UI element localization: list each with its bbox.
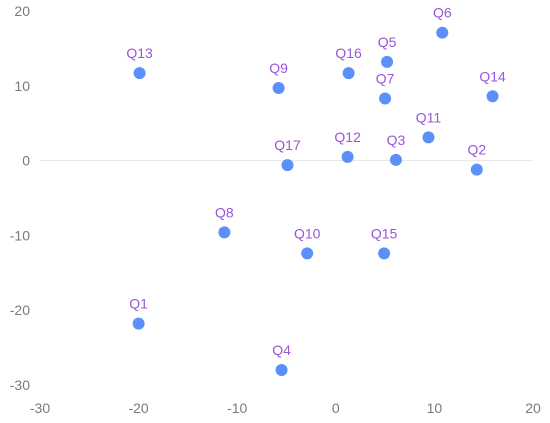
y-tick-label: -30 bbox=[10, 377, 30, 393]
data-point-group: Q13 bbox=[126, 45, 153, 80]
x-tick-label: 20 bbox=[525, 400, 541, 416]
data-point-label: Q10 bbox=[294, 225, 321, 241]
data-point[interactable] bbox=[379, 92, 392, 105]
data-point[interactable] bbox=[281, 159, 294, 172]
data-point-label: Q11 bbox=[416, 109, 442, 125]
data-point-label: Q1 bbox=[129, 296, 148, 312]
data-point-label: Q2 bbox=[467, 142, 486, 158]
y-tick-label: -10 bbox=[10, 227, 30, 243]
data-point-group: Q14 bbox=[479, 68, 506, 103]
data-point-label: Q9 bbox=[269, 60, 288, 76]
data-point[interactable] bbox=[342, 67, 355, 80]
x-tick-label: -20 bbox=[128, 400, 148, 416]
data-point-group: Q7 bbox=[376, 71, 395, 105]
y-tick-label: 10 bbox=[14, 78, 30, 94]
data-point-group: Q17 bbox=[274, 137, 301, 172]
data-point-label: Q17 bbox=[274, 137, 301, 153]
data-point[interactable] bbox=[381, 55, 394, 68]
data-point[interactable] bbox=[341, 150, 354, 163]
x-tick-label: -30 bbox=[30, 400, 50, 416]
data-point-group: Q12 bbox=[334, 129, 361, 163]
data-point-group: Q11 bbox=[416, 109, 442, 144]
data-point[interactable] bbox=[389, 153, 402, 166]
data-point-group: Q1 bbox=[129, 296, 148, 330]
y-tick-label: 20 bbox=[14, 3, 30, 19]
data-point[interactable] bbox=[422, 131, 435, 144]
y-tick-label: 0 bbox=[22, 153, 30, 169]
x-tick-label: 10 bbox=[427, 400, 443, 416]
data-point-label: Q8 bbox=[215, 204, 234, 220]
data-point[interactable] bbox=[275, 364, 288, 377]
data-point[interactable] bbox=[272, 82, 285, 95]
data-point[interactable] bbox=[436, 26, 449, 39]
data-point[interactable] bbox=[301, 247, 314, 260]
data-point-label: Q14 bbox=[479, 68, 506, 84]
data-point-group: Q8 bbox=[215, 204, 234, 239]
data-point-group: Q5 bbox=[378, 34, 397, 68]
data-point-group: Q9 bbox=[269, 60, 288, 95]
data-point-group: Q2 bbox=[467, 142, 486, 176]
data-point-label: Q5 bbox=[378, 34, 397, 50]
data-point-label: Q3 bbox=[387, 132, 406, 148]
data-point[interactable] bbox=[218, 226, 231, 239]
data-point-label: Q15 bbox=[371, 225, 398, 241]
data-point[interactable] bbox=[486, 90, 499, 103]
data-point-group: Q10 bbox=[294, 225, 321, 260]
data-point-group: Q3 bbox=[387, 132, 406, 166]
data-point-label: Q7 bbox=[376, 71, 395, 87]
data-point-label: Q6 bbox=[433, 5, 452, 21]
y-axis: 20 10 0 -10 -20 -30 bbox=[10, 3, 30, 393]
y-tick-label: -20 bbox=[10, 302, 30, 318]
x-tick-label: -10 bbox=[227, 400, 247, 416]
data-point[interactable] bbox=[132, 317, 145, 330]
data-point[interactable] bbox=[378, 247, 391, 260]
data-point-group: Q15 bbox=[371, 225, 398, 260]
data-point-label: Q12 bbox=[334, 129, 361, 145]
data-point-group: Q6 bbox=[433, 5, 452, 39]
data-point-group: Q4 bbox=[272, 342, 291, 377]
data-point-label: Q4 bbox=[272, 342, 291, 358]
data-point[interactable] bbox=[133, 67, 146, 80]
data-point-group: Q16 bbox=[335, 45, 362, 80]
data-points: Q1 Q2 Q3 Q4 Q5 Q6 Q7 Q8 Q9 Q10 Q11 Q12 Q13 Q14 Q15 Q16 Q… bbox=[126, 5, 506, 377]
data-point-label: Q13 bbox=[126, 45, 153, 61]
data-point[interactable] bbox=[470, 163, 483, 176]
x-tick-label: 0 bbox=[332, 400, 340, 416]
x-axis: -30 -20 -10 0 10 20 bbox=[30, 400, 541, 416]
data-point-label: Q16 bbox=[335, 45, 362, 61]
